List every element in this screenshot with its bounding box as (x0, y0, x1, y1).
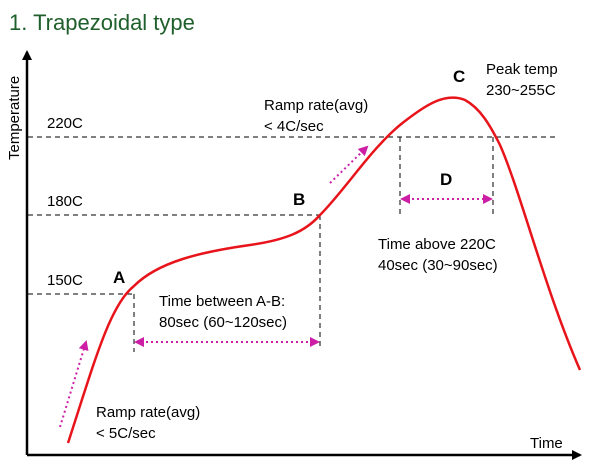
peak-temp-line2: 230~255C (486, 82, 556, 99)
time-ab-line1: Time between A-B: (159, 293, 285, 310)
temp-label-150: 150C (47, 272, 83, 289)
temp-label-220: 220C (47, 115, 83, 132)
ramp-high-line1: Ramp rate(avg) (264, 97, 368, 114)
temperature-profile-curve (66, 96, 582, 444)
x-axis-label: Time (530, 435, 563, 452)
point-b-label: B (293, 190, 305, 209)
ramp-arrow-high (329, 145, 369, 184)
peak-temp-line1: Peak temp (486, 61, 558, 78)
time-above-line2: 40sec (30~90sec) (378, 257, 498, 274)
diagram-title: 1. Trapezoidal type (9, 10, 195, 35)
ramp-low-line1: Ramp rate(avg) (96, 404, 200, 421)
point-c-label: C (453, 67, 465, 86)
time-ab-line2: 80sec (60~120sec) (159, 314, 287, 331)
time-above-line1: Time above 220C (378, 236, 496, 253)
ramp-low-line2: < 5C/sec (96, 425, 156, 442)
temp-label-180: 180C (47, 193, 83, 210)
ramp-arrow-low (59, 340, 89, 428)
point-d-label: D (440, 170, 452, 189)
y-axis-label: Temperature (6, 76, 23, 160)
ramp-high-line2: < 4C/sec (264, 118, 324, 135)
point-a-label: A (113, 268, 125, 287)
